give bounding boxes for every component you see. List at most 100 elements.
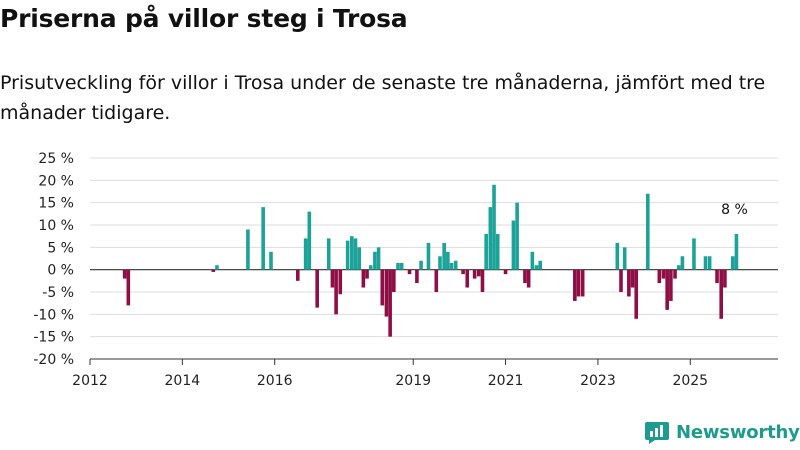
y-tick-label: -5 % [42,285,74,301]
bar [357,247,361,270]
bar [392,269,396,292]
bar [211,269,216,272]
y-axis: -20 % -15 % -10 % -5 % 0 % 5 % 10 % 15 % 20 % 25 … [33,151,74,368]
bar [373,251,377,270]
bar [723,269,727,288]
brand-name: Newsworthy [676,421,800,443]
bar [407,269,412,275]
bar [515,202,519,270]
y-tick-label: 15 % [38,196,74,212]
bar [645,193,650,270]
bar [426,242,431,270]
bar [330,269,335,288]
y-tick-label: 25 % [38,151,74,167]
x-tick-label: 2014 [165,373,201,389]
bar [530,251,535,270]
bar [376,247,381,270]
bar [295,269,300,281]
bar [326,238,331,270]
bar [388,269,392,337]
bar [453,260,458,270]
y-tick-label: -20 % [33,352,74,368]
bar [492,184,496,270]
bar [438,256,442,270]
bar [707,256,712,270]
bar [734,233,739,270]
bar [461,269,465,275]
y-tick-label: -15 % [33,330,74,346]
bar [573,269,577,301]
bar [692,238,696,270]
x-axis: 2012 2014 2016 2019 2021 2023 2025 [72,358,778,389]
bar [576,269,581,297]
gridlines [90,157,778,360]
y-tick-label: -10 % [33,307,74,323]
bar [368,265,373,270]
x-tick-label: 2012 [72,373,108,389]
bar [269,251,273,270]
bar [526,269,531,288]
bar [619,269,623,292]
bar [380,269,385,306]
bar [338,269,343,295]
bar [399,262,404,270]
bar [484,233,488,270]
bar [657,269,662,284]
bar [488,207,493,270]
bar [719,269,724,319]
bar [122,269,127,279]
bar [365,269,369,279]
bar [434,269,439,292]
bar [676,265,681,270]
bar [126,269,131,306]
bar [715,269,719,284]
bar [503,269,508,275]
bar [246,229,250,270]
bar [361,269,366,288]
bar-chart: -20 % -15 % -10 % -5 % 0 % 5 % 10 % 15 % 20 % 25 … [33,151,778,389]
bar [446,251,450,270]
bar [315,269,319,308]
bar [384,269,389,317]
bar [511,220,516,270]
bar [442,242,446,270]
bar [307,211,312,270]
newsworthy-logo: Newsworthy [644,420,800,444]
bar [449,262,454,270]
x-tick-label: 2019 [395,373,431,389]
bar-series [122,184,739,337]
newsworthy-logo-icon [645,422,669,444]
bar [465,269,470,288]
bar [350,236,354,270]
bar [353,238,358,270]
bar [730,256,735,270]
bar [415,269,419,284]
bar [615,242,620,270]
bar [472,269,477,279]
chart-subtitle: Prisutveckling för villor i Trosa under … [0,72,766,124]
bar [419,260,423,270]
bar [627,269,631,297]
y-tick-label: 5 % [47,240,74,256]
bar [523,269,527,284]
bar [538,260,543,270]
last-value-label: 8 % [721,202,748,218]
bar [634,269,639,319]
y-tick-label: 0 % [47,263,74,279]
bar [303,238,308,270]
y-tick-label: 20 % [38,173,74,189]
bar [495,233,500,270]
bar [345,240,350,270]
x-tick-label: 2016 [257,373,293,389]
bar [476,269,481,277]
annotations: 8 % [721,202,748,218]
bar [396,262,400,270]
y-tick-label: 10 % [38,218,74,234]
bar [534,265,539,270]
bar [622,247,627,270]
bar [580,269,585,297]
bar [669,269,673,301]
bar [680,256,685,270]
bar [215,265,219,270]
bar [630,269,635,288]
